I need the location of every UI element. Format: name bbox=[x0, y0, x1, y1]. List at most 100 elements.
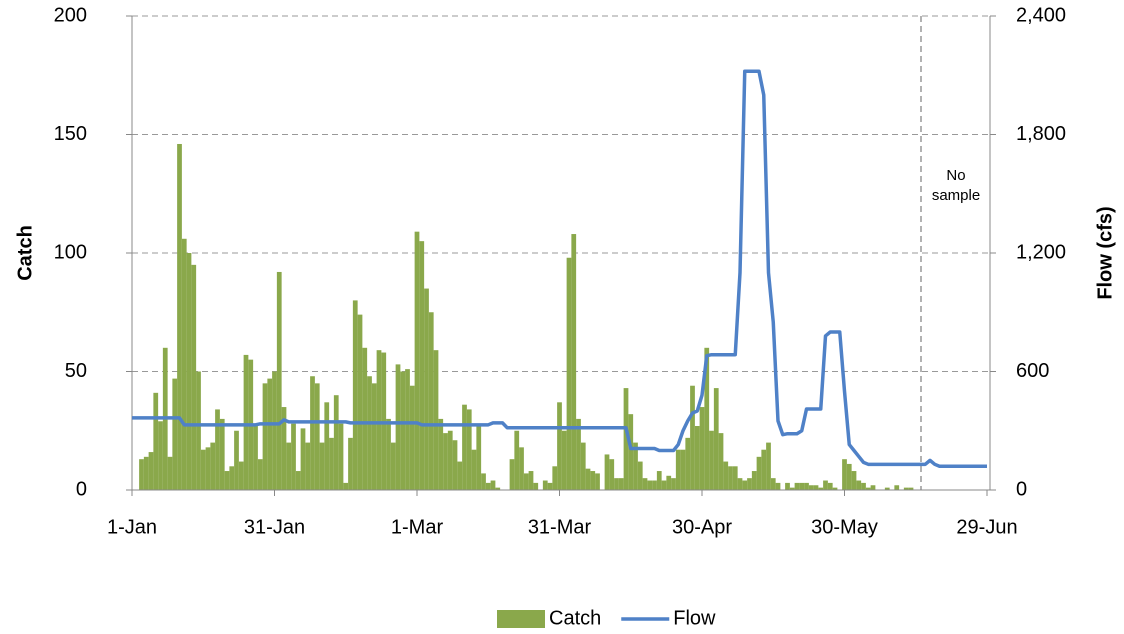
y-tick-label: 0 bbox=[76, 478, 87, 500]
bar bbox=[281, 407, 287, 490]
bar bbox=[794, 482, 800, 490]
bar bbox=[614, 478, 619, 490]
y-tick-label: 200 bbox=[54, 4, 87, 26]
bar bbox=[637, 461, 643, 490]
bar bbox=[172, 378, 178, 490]
bar bbox=[466, 409, 472, 490]
bar bbox=[523, 473, 529, 490]
bar bbox=[818, 487, 824, 490]
bar bbox=[595, 473, 600, 490]
y-axis-label: Catch bbox=[14, 225, 36, 281]
bar bbox=[219, 418, 225, 490]
bar bbox=[652, 480, 657, 490]
bar bbox=[348, 437, 353, 490]
bar bbox=[561, 430, 567, 490]
annotation: No sample bbox=[931, 167, 981, 204]
bar bbox=[481, 473, 486, 490]
bar bbox=[576, 418, 581, 490]
bar bbox=[761, 449, 767, 490]
bar bbox=[704, 347, 710, 490]
bar bbox=[737, 478, 743, 490]
bar bbox=[618, 478, 624, 490]
bar bbox=[438, 418, 444, 490]
bar bbox=[153, 392, 159, 490]
bar bbox=[310, 376, 315, 490]
bar bbox=[566, 257, 572, 490]
bar bbox=[856, 480, 862, 490]
bar bbox=[338, 423, 344, 490]
bar bbox=[314, 383, 320, 490]
bar bbox=[238, 461, 244, 490]
y2-tick-label: 1,800 bbox=[1016, 123, 1066, 145]
bar bbox=[519, 447, 524, 490]
bar bbox=[253, 423, 258, 490]
bar bbox=[547, 482, 553, 490]
legend-label: Catch bbox=[549, 607, 601, 629]
bar bbox=[243, 354, 249, 490]
bar bbox=[196, 371, 201, 490]
bar bbox=[533, 482, 539, 490]
bar bbox=[485, 482, 491, 490]
bar bbox=[633, 442, 638, 490]
bar bbox=[770, 478, 776, 490]
bar bbox=[495, 487, 501, 490]
bar bbox=[694, 426, 700, 490]
legend-swatch bbox=[497, 610, 545, 628]
y2-tick-label: 1,200 bbox=[1016, 241, 1066, 263]
bar bbox=[604, 454, 610, 490]
bar bbox=[514, 430, 520, 490]
bar bbox=[457, 461, 463, 490]
bar bbox=[433, 350, 439, 490]
bar bbox=[751, 471, 757, 490]
bar bbox=[732, 466, 738, 490]
bar bbox=[300, 428, 306, 490]
bar bbox=[808, 485, 814, 490]
bar bbox=[191, 264, 197, 490]
bar bbox=[367, 376, 372, 490]
bar bbox=[690, 385, 695, 490]
bar bbox=[580, 442, 586, 490]
y-tick-label: 150 bbox=[54, 123, 87, 145]
y-tick-label: 50 bbox=[65, 360, 87, 382]
bar bbox=[210, 442, 216, 490]
bar bbox=[181, 238, 187, 490]
bar bbox=[865, 487, 871, 490]
bar bbox=[428, 312, 434, 490]
bar bbox=[291, 423, 296, 490]
bar bbox=[205, 447, 211, 490]
bar bbox=[405, 369, 410, 490]
bar bbox=[352, 300, 358, 490]
bar bbox=[390, 442, 396, 490]
bar bbox=[295, 471, 301, 490]
bar bbox=[286, 442, 292, 490]
bar bbox=[224, 471, 230, 490]
bar bbox=[842, 459, 847, 490]
legend-label: Flow bbox=[673, 607, 716, 629]
bar bbox=[319, 442, 325, 490]
bar bbox=[200, 449, 206, 490]
bar bbox=[709, 430, 714, 490]
x-tick-label: 30-May bbox=[811, 516, 878, 538]
bar bbox=[471, 449, 477, 490]
bar bbox=[656, 471, 662, 490]
y-tick-label: 100 bbox=[54, 241, 87, 263]
bar bbox=[666, 475, 672, 490]
bar bbox=[409, 385, 415, 490]
x-tick-label: 30-Apr bbox=[672, 516, 732, 538]
bar bbox=[158, 421, 163, 490]
bar bbox=[557, 402, 562, 490]
bar bbox=[642, 478, 648, 490]
bar bbox=[462, 404, 467, 490]
y2-tick-label: 600 bbox=[1016, 360, 1049, 382]
bar bbox=[343, 482, 349, 490]
bar bbox=[476, 423, 482, 490]
bar bbox=[215, 409, 220, 490]
bar bbox=[823, 480, 828, 490]
bar bbox=[371, 383, 377, 490]
bar bbox=[671, 478, 676, 490]
bar bbox=[376, 350, 382, 490]
bar bbox=[590, 471, 596, 490]
bar bbox=[775, 482, 781, 490]
bar bbox=[903, 487, 909, 490]
